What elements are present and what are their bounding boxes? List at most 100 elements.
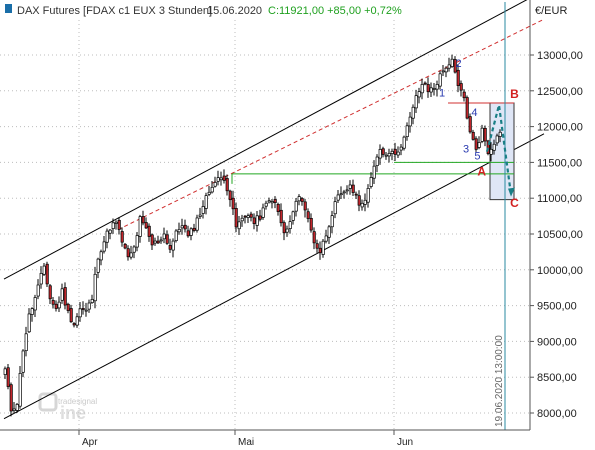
candle-down bbox=[69, 308, 73, 323]
candle-up bbox=[159, 239, 163, 242]
candle-up bbox=[33, 297, 37, 311]
candle-up bbox=[111, 222, 115, 229]
candle-down bbox=[123, 243, 127, 249]
candle-up bbox=[396, 151, 400, 156]
upper-dashed-channel-line bbox=[117, 18, 545, 231]
candle-down bbox=[279, 209, 283, 224]
candle-down bbox=[6, 367, 10, 387]
candle-up bbox=[213, 182, 217, 187]
forecast-path bbox=[485, 104, 513, 195]
candle-up bbox=[417, 91, 421, 98]
candle-up bbox=[93, 273, 97, 302]
candle-up bbox=[489, 148, 493, 155]
candle-up bbox=[267, 200, 271, 203]
candle-down bbox=[45, 263, 49, 285]
candle-up bbox=[177, 228, 181, 233]
candle-down bbox=[48, 285, 52, 300]
annotations: 19.06.2020 13:00:00 1 2 3 4 5A B C bbox=[439, 58, 519, 427]
forecast-arrowhead bbox=[508, 187, 515, 197]
candle-down bbox=[252, 217, 256, 224]
candle-up bbox=[411, 106, 415, 119]
candle-up bbox=[24, 333, 28, 352]
candle-up bbox=[39, 273, 43, 285]
candle-up bbox=[153, 240, 157, 244]
candle-up bbox=[219, 177, 223, 181]
candle-up bbox=[12, 408, 16, 411]
candle-up bbox=[339, 193, 343, 196]
candle-up bbox=[291, 211, 295, 221]
candle-down bbox=[126, 248, 130, 258]
candle-up bbox=[390, 150, 394, 154]
candle-down bbox=[9, 384, 13, 412]
candle-up bbox=[3, 368, 7, 375]
candle-up bbox=[435, 84, 439, 90]
candle-up bbox=[180, 225, 184, 229]
candle-up bbox=[135, 235, 139, 248]
candle-up bbox=[447, 64, 451, 69]
candle-up bbox=[105, 230, 109, 243]
candle-down bbox=[354, 193, 358, 196]
candle-up bbox=[108, 229, 112, 234]
candle-up bbox=[261, 207, 265, 218]
candle-down bbox=[54, 303, 58, 309]
y-tick-label: 12000,00 bbox=[537, 122, 583, 134]
candle-down bbox=[462, 91, 466, 99]
candle-up bbox=[246, 215, 250, 218]
candle-down bbox=[357, 195, 361, 206]
candle-up bbox=[210, 186, 214, 193]
candle-up bbox=[342, 191, 346, 194]
y-tick-label: 10000,00 bbox=[537, 265, 583, 277]
candle-up bbox=[21, 350, 25, 373]
candle-up bbox=[366, 188, 370, 203]
candle-up bbox=[198, 214, 202, 217]
time-marker-label: 19.06.2020 13:00:00 bbox=[494, 335, 505, 427]
candle-up bbox=[255, 215, 259, 226]
candle-up bbox=[174, 230, 178, 242]
candle-down bbox=[141, 216, 145, 224]
y-tick-label: 12500,00 bbox=[537, 86, 583, 98]
candle-up bbox=[387, 152, 391, 157]
candle-up bbox=[240, 217, 244, 222]
candle-up bbox=[321, 240, 325, 255]
candle-down bbox=[381, 148, 385, 155]
candle-down bbox=[63, 287, 67, 306]
candle-down bbox=[147, 225, 151, 237]
candle-up bbox=[384, 154, 388, 157]
candle-up bbox=[78, 308, 82, 318]
candle-down bbox=[231, 197, 235, 210]
candle-up bbox=[324, 235, 328, 242]
candle-down bbox=[258, 215, 262, 220]
y-tick-label: 11000,00 bbox=[537, 193, 582, 205]
candle-down bbox=[483, 127, 487, 142]
candle-down bbox=[66, 303, 70, 311]
candle-up bbox=[114, 221, 118, 224]
candle-up bbox=[498, 131, 502, 137]
candle-down bbox=[72, 323, 76, 326]
candle-up bbox=[480, 127, 484, 142]
candle-down bbox=[471, 131, 475, 140]
candle-up bbox=[360, 202, 364, 208]
candle-up bbox=[237, 221, 241, 230]
candle-up bbox=[102, 241, 106, 252]
candle-up bbox=[96, 258, 100, 273]
candle-down bbox=[165, 234, 169, 244]
candle-down bbox=[144, 222, 148, 229]
wave-label: 5 bbox=[474, 151, 480, 163]
candle-up bbox=[369, 177, 373, 187]
candle-down bbox=[312, 231, 316, 244]
candle-down bbox=[243, 215, 247, 218]
candle-up bbox=[294, 200, 298, 212]
candle-up bbox=[420, 84, 424, 94]
candle-down bbox=[168, 245, 172, 250]
candle-up bbox=[99, 251, 103, 261]
candle-up bbox=[345, 189, 349, 192]
candle-down bbox=[51, 300, 55, 305]
y-tick-label: 10500,00 bbox=[537, 229, 583, 241]
candle-up bbox=[450, 58, 454, 67]
candle-up bbox=[372, 165, 376, 179]
candle-up bbox=[15, 404, 19, 411]
candle-up bbox=[264, 202, 268, 207]
candle-down bbox=[183, 224, 187, 230]
wave-label: 2 bbox=[456, 58, 462, 70]
candle-up bbox=[30, 308, 34, 315]
